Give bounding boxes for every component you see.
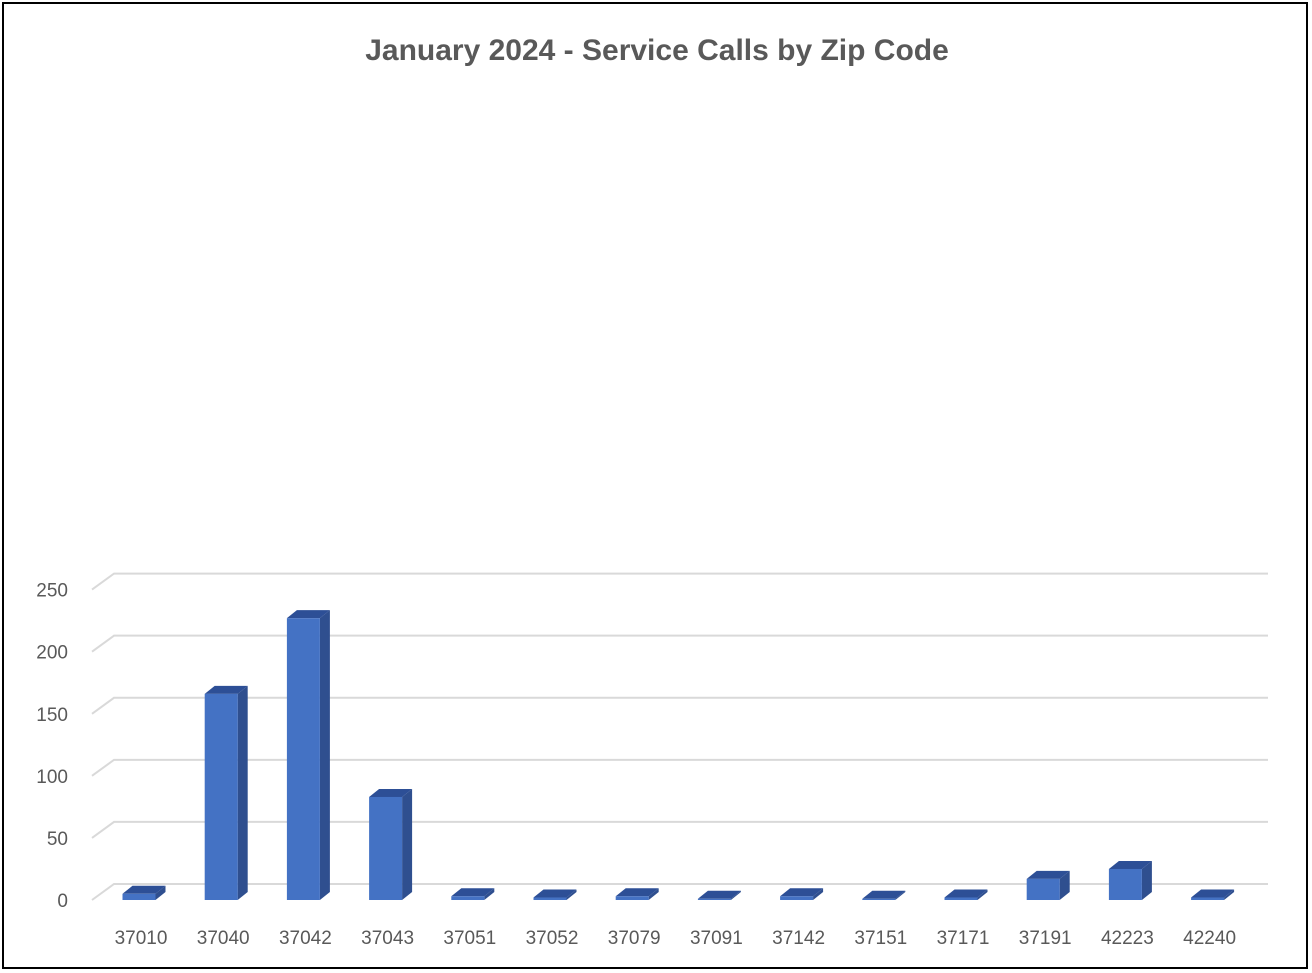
x-tick-label: 37040 (197, 928, 250, 949)
bar-front (615, 896, 649, 900)
bar-front (204, 693, 238, 900)
bar-side (813, 888, 824, 900)
bar-side (1059, 870, 1070, 900)
chart-title: January 2024 - Service Calls by Zip Code (365, 34, 949, 67)
gridline (91, 883, 1268, 901)
gridline (91, 696, 1268, 715)
bar-side (1141, 860, 1152, 900)
y-tick-label: 100 (36, 767, 68, 788)
x-tick-label: 42223 (1101, 928, 1154, 949)
bar-side (155, 885, 166, 900)
bar-chart: January 2024 - Service Calls by Zip Code… (36, 34, 1268, 949)
y-tick-label: 200 (36, 643, 68, 664)
x-tick-label: 37142 (772, 928, 825, 949)
y-tick-label: 150 (36, 705, 68, 726)
bar (1108, 860, 1152, 900)
bar (944, 889, 988, 900)
bar-top (122, 885, 166, 894)
bar-top (862, 890, 906, 899)
bar-top (1026, 870, 1070, 879)
bar-side (237, 685, 248, 900)
bar-side (730, 890, 741, 900)
x-tick-label: 37151 (854, 928, 907, 949)
bar (780, 888, 824, 900)
gridline (91, 820, 1268, 839)
bar (369, 788, 413, 900)
bar-side (895, 890, 906, 900)
bar-top (780, 888, 824, 897)
x-tick-label: 37191 (1019, 928, 1072, 949)
bar (286, 610, 330, 900)
gridlines (91, 572, 1268, 901)
bar-front (780, 896, 814, 900)
bar-front (369, 796, 403, 900)
bar-side (977, 889, 988, 900)
gridline (91, 572, 1268, 591)
x-tick-label: 37042 (279, 928, 332, 949)
bar (1191, 889, 1235, 900)
x-tick-label: 37010 (115, 928, 168, 949)
y-axis-ticks: 0 50 100 150 200 250 (36, 581, 68, 912)
bar-front (286, 618, 320, 900)
bar-side (648, 888, 659, 900)
bar-side (484, 888, 495, 900)
bar-front (944, 897, 978, 900)
bar (1026, 870, 1070, 900)
bar-side (319, 610, 330, 900)
bar-front (451, 896, 485, 900)
x-axis-ticks: 37010 37040 37042 37043 37051 37052 37079 37091… (115, 928, 1236, 949)
x-tick-label: 37051 (443, 928, 496, 949)
bar-top (697, 890, 741, 899)
bars (122, 610, 1235, 900)
bar-side (1224, 889, 1235, 900)
bar (204, 685, 248, 900)
x-tick-label: 37079 (608, 928, 661, 949)
bar-front (1108, 868, 1142, 900)
gridline (91, 634, 1268, 653)
bar-front (533, 897, 567, 900)
bar-top (369, 788, 413, 797)
bar-side (566, 889, 577, 900)
bar-side (402, 788, 413, 900)
bar-front (122, 893, 156, 900)
bar (697, 890, 741, 900)
bar-top (286, 610, 330, 619)
y-tick-label: 0 (57, 891, 68, 912)
bar-top (615, 888, 659, 897)
bar-front (1191, 897, 1225, 900)
bar-front (1026, 878, 1060, 900)
bar (615, 888, 659, 900)
bar-top (944, 889, 988, 898)
bar (451, 888, 495, 900)
bar-top (1108, 860, 1152, 869)
bar-top (1191, 889, 1235, 898)
y-tick-label: 50 (47, 829, 68, 850)
bar-top (204, 685, 248, 694)
y-tick-label: 250 (36, 581, 68, 602)
x-tick-label: 37171 (937, 928, 990, 949)
bar (122, 885, 166, 900)
gridline (91, 758, 1268, 777)
bar-front (862, 898, 896, 900)
x-tick-label: 37091 (690, 928, 743, 949)
x-tick-label: 42240 (1183, 928, 1236, 949)
bar-top (533, 889, 577, 898)
x-tick-label: 37043 (361, 928, 414, 949)
bar-front (697, 898, 731, 900)
bar-top (451, 888, 495, 897)
bar (862, 890, 906, 900)
x-tick-label: 37052 (526, 928, 579, 949)
bar (533, 889, 577, 900)
